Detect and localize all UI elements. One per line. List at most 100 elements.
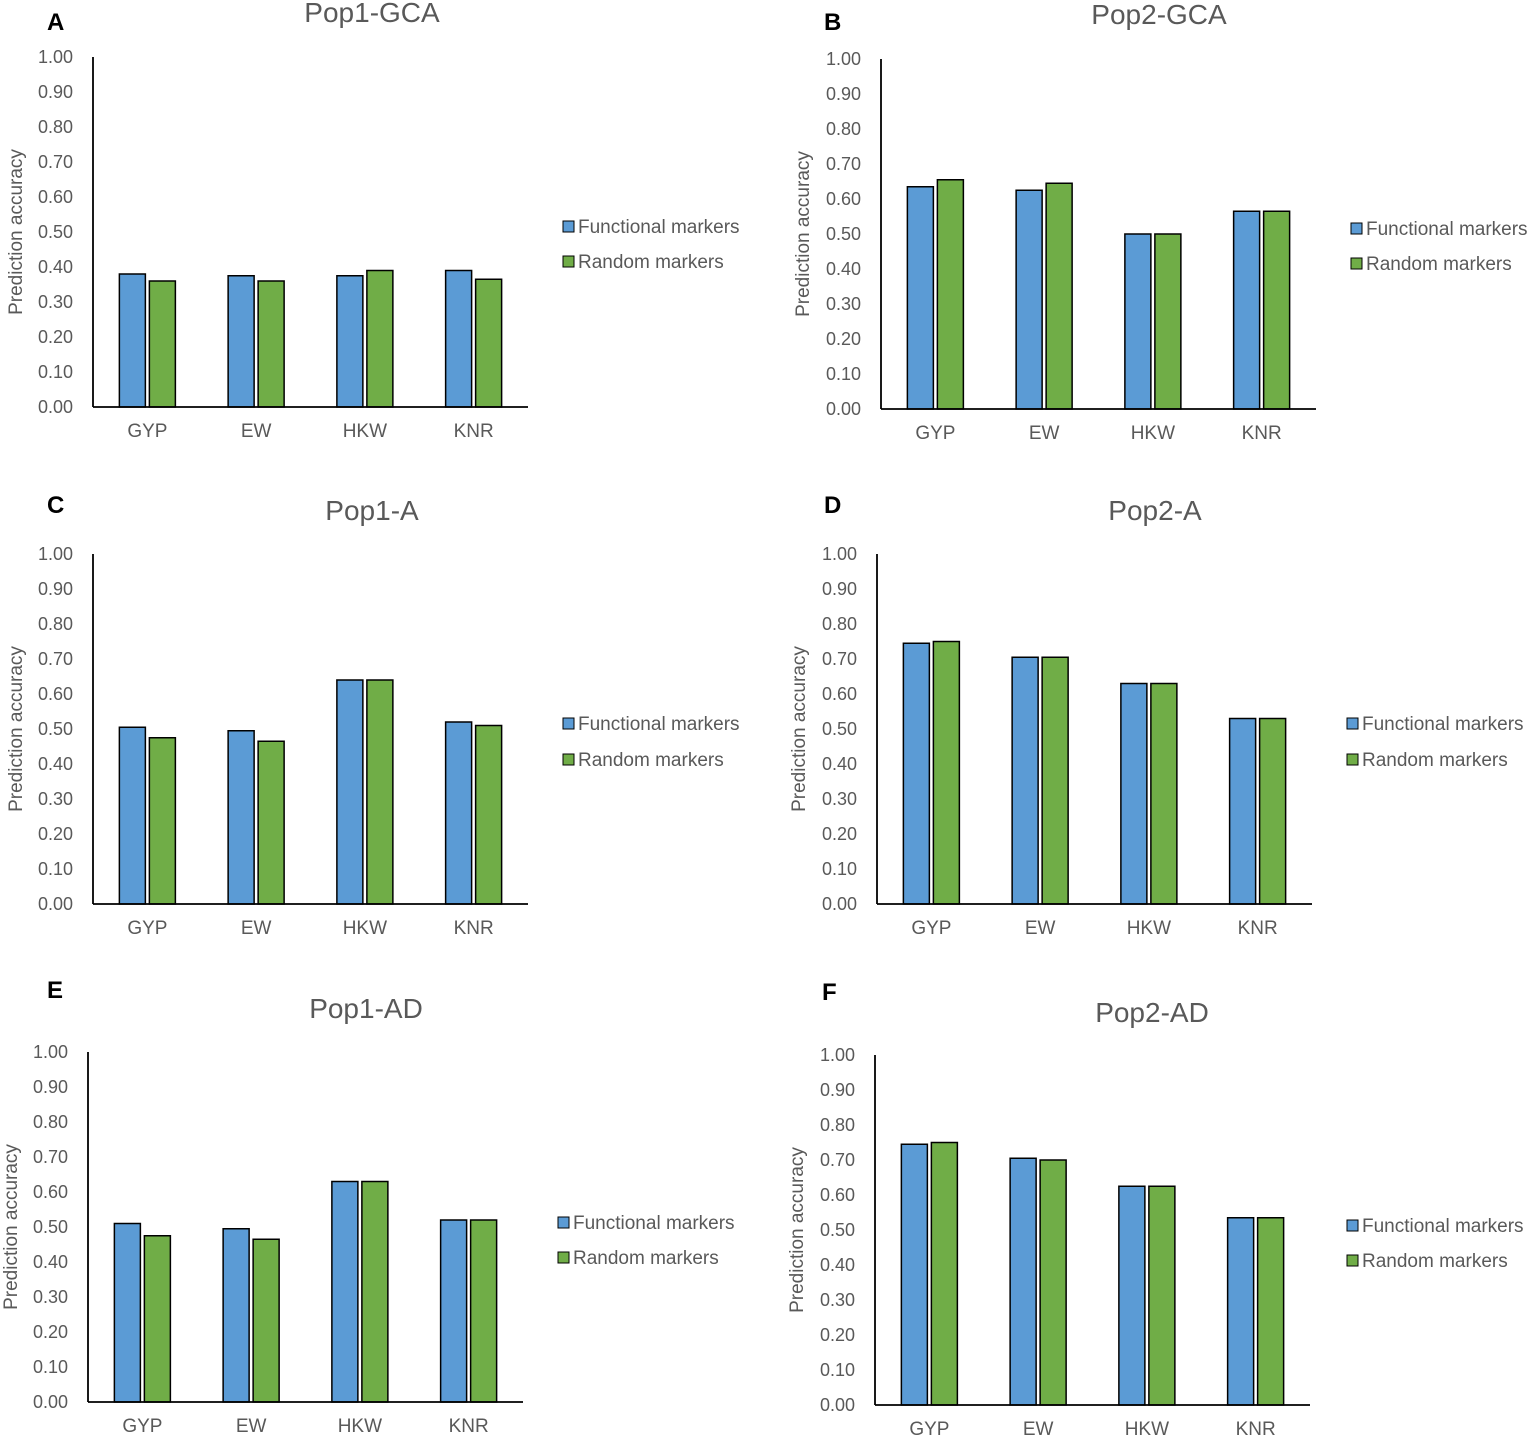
legend-swatch-functional	[557, 1216, 570, 1229]
y-tick-label: 0.70	[38, 152, 73, 172]
x-category-label: GYP	[127, 421, 167, 442]
y-tick-label: 0.90	[820, 1080, 855, 1100]
bar-random-hkw	[1150, 682, 1178, 905]
bar-random-knr	[1258, 717, 1287, 905]
bar-functional-ew	[222, 1228, 250, 1403]
bar-functional-knr	[1228, 717, 1257, 905]
x-category-label: HKW	[1131, 423, 1175, 444]
legend-label-random: Random markers	[1362, 1251, 1508, 1272]
bar-functional-hkw	[1120, 682, 1148, 905]
bar-functional-hkw	[331, 1180, 359, 1403]
panel-label: A	[47, 9, 64, 36]
y-tick-label: 0.80	[822, 614, 857, 634]
x-category-label: HKW	[338, 1416, 382, 1437]
y-tick-label: 0.50	[822, 719, 857, 739]
legend-label-functional: Functional markers	[578, 714, 740, 735]
legend-swatch-functional	[1346, 1219, 1359, 1232]
legend-label-functional: Functional markers	[1366, 219, 1528, 240]
y-tick-label: 0.90	[38, 579, 73, 599]
legend-swatch-random	[1350, 257, 1363, 270]
y-tick-label: 1.00	[38, 47, 73, 67]
x-category-label: EW	[1029, 423, 1060, 444]
y-tick-label: 0.50	[33, 1217, 68, 1237]
x-category-label: GYP	[127, 918, 167, 939]
legend-label-functional: Functional markers	[1362, 1216, 1524, 1237]
y-axis-title: Prediction accuracy	[6, 149, 27, 315]
y-tick-label: 0.40	[33, 1252, 68, 1272]
bar-functional-hkw	[1124, 233, 1152, 410]
y-tick-label: 0.40	[38, 754, 73, 774]
y-tick-label: 0.80	[826, 119, 861, 139]
x-category-label: EW	[241, 421, 272, 442]
y-tick-label: 0.10	[38, 362, 73, 382]
y-tick-label: 0.20	[38, 327, 73, 347]
legend-label-functional: Functional markers	[578, 217, 740, 238]
y-tick-label: 0.30	[38, 789, 73, 809]
y-tick-label: 0.70	[38, 649, 73, 669]
bar-random-ew	[257, 740, 285, 905]
y-tick-label: 0.80	[38, 614, 73, 634]
y-axis-title: Prediction accuracy	[6, 646, 27, 812]
panel-label: B	[824, 9, 841, 36]
legend-label-random: Random markers	[1362, 750, 1508, 771]
chart-title: Pop1-A	[325, 495, 419, 526]
y-tick-label: 0.70	[33, 1147, 68, 1167]
y-tick-label: 0.30	[826, 294, 861, 314]
bar-random-knr	[1256, 1217, 1285, 1406]
y-tick-label: 0.70	[822, 649, 857, 669]
y-tick-label: 0.00	[33, 1392, 68, 1412]
x-category-label: EW	[1023, 1419, 1054, 1437]
y-axis-title: Prediction accuracy	[793, 151, 814, 317]
bar-functional-gyp	[900, 1143, 929, 1406]
legend-label-random: Random markers	[1366, 254, 1512, 275]
panel-label: D	[824, 492, 841, 519]
x-category-label: KNR	[449, 1416, 489, 1437]
y-tick-label: 0.20	[33, 1322, 68, 1342]
y-axis-title: Prediction accuracy	[1, 1144, 22, 1310]
bar-random-ew	[1041, 656, 1069, 905]
x-category-label: EW	[1025, 918, 1056, 939]
y-tick-label: 0.60	[822, 684, 857, 704]
y-tick-label: 0.60	[826, 189, 861, 209]
y-tick-label: 0.10	[822, 859, 857, 879]
bar-random-knr	[469, 1219, 498, 1403]
bar-functional-ew	[227, 730, 255, 905]
bar-functional-knr	[439, 1219, 468, 1403]
x-category-label: GYP	[909, 1419, 949, 1437]
chart-panel-c: C Pop1-A 0.00 0.10 0.20 0.30 0.40 0.50 0.60 0.70 0…	[6, 492, 740, 939]
y-tick-label: 0.20	[820, 1325, 855, 1345]
y-axis-title: Prediction accuracy	[787, 1147, 808, 1313]
y-tick-label: 1.00	[820, 1045, 855, 1065]
chart-title: Pop2-A	[1108, 495, 1202, 526]
legend-swatch-random	[562, 255, 575, 268]
bar-random-knr	[474, 724, 503, 905]
y-tick-label: 0.70	[826, 154, 861, 174]
bar-random-ew	[257, 280, 285, 408]
bar-functional-gyp	[118, 726, 147, 905]
y-tick-label: 0.60	[820, 1185, 855, 1205]
y-tick-label: 0.40	[38, 257, 73, 277]
y-tick-label: 0.00	[820, 1395, 855, 1415]
y-tick-label: 0.20	[822, 824, 857, 844]
y-tick-label: 1.00	[33, 1042, 68, 1062]
bar-functional-gyp	[902, 642, 931, 905]
bar-random-gyp	[143, 1235, 172, 1403]
bar-functional-knr	[444, 721, 473, 905]
y-tick-label: 0.60	[38, 187, 73, 207]
x-category-label: GYP	[911, 918, 951, 939]
legend-swatch-functional	[1350, 222, 1363, 235]
y-tick-label: 0.10	[33, 1357, 68, 1377]
y-tick-label: 0.00	[38, 894, 73, 914]
y-tick-label: 0.90	[826, 84, 861, 104]
bar-random-hkw	[1148, 1185, 1176, 1406]
legend-label-functional: Functional markers	[1362, 714, 1524, 735]
x-category-label: KNR	[1242, 423, 1282, 444]
chart-panel-d: D Pop2-A 0.00 0.10 0.20 0.30 0.40 0.50 0.60 0.70 0…	[789, 492, 1524, 939]
chart-title: Pop2-AD	[1095, 997, 1209, 1028]
bar-random-hkw	[1154, 233, 1182, 410]
y-tick-label: 0.40	[826, 259, 861, 279]
bar-functional-gyp	[118, 273, 147, 408]
legend-label-random: Random markers	[578, 252, 724, 273]
y-tick-label: 0.10	[38, 859, 73, 879]
